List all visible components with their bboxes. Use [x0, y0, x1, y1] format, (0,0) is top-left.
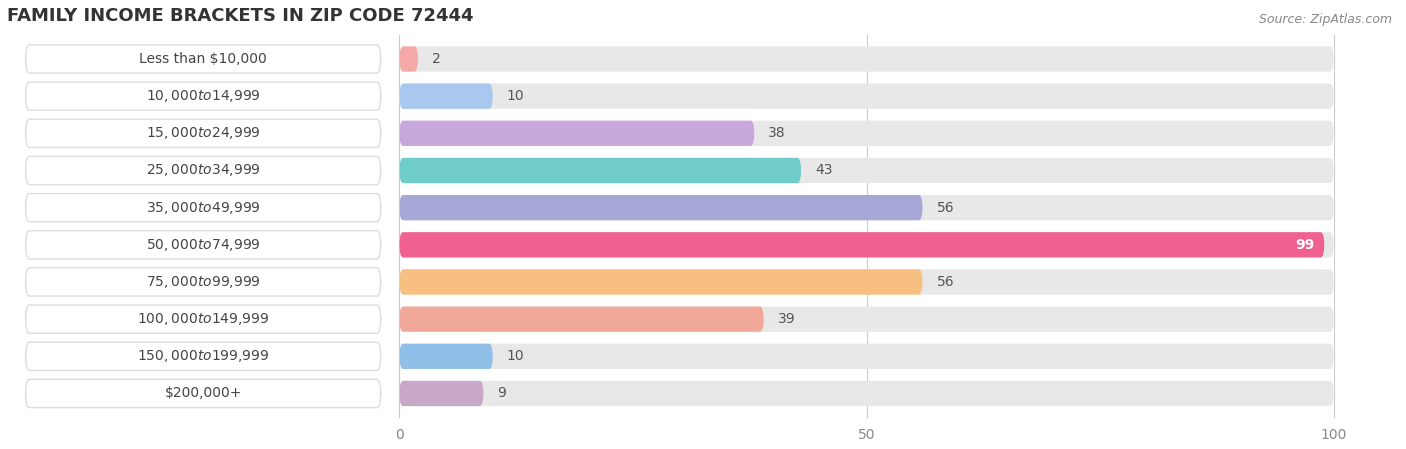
Text: FAMILY INCOME BRACKETS IN ZIP CODE 72444: FAMILY INCOME BRACKETS IN ZIP CODE 72444 [7, 7, 474, 25]
FancyBboxPatch shape [25, 156, 381, 185]
FancyBboxPatch shape [399, 195, 922, 220]
FancyBboxPatch shape [25, 231, 381, 259]
Text: $25,000 to $34,999: $25,000 to $34,999 [146, 163, 260, 179]
FancyBboxPatch shape [399, 195, 1334, 220]
Text: $15,000 to $24,999: $15,000 to $24,999 [146, 125, 260, 141]
FancyBboxPatch shape [25, 305, 381, 333]
Text: 56: 56 [936, 275, 955, 289]
Text: 10: 10 [506, 349, 524, 363]
FancyBboxPatch shape [399, 232, 1324, 257]
Text: $10,000 to $14,999: $10,000 to $14,999 [146, 88, 260, 104]
FancyBboxPatch shape [399, 343, 1334, 369]
FancyBboxPatch shape [25, 119, 381, 147]
Text: 43: 43 [815, 163, 832, 177]
FancyBboxPatch shape [399, 158, 1334, 183]
FancyBboxPatch shape [25, 342, 381, 370]
FancyBboxPatch shape [399, 121, 1334, 146]
FancyBboxPatch shape [25, 268, 381, 296]
FancyBboxPatch shape [399, 343, 492, 369]
Text: 39: 39 [778, 312, 796, 326]
Text: Less than $10,000: Less than $10,000 [139, 52, 267, 66]
Text: 10: 10 [506, 89, 524, 103]
FancyBboxPatch shape [399, 46, 418, 72]
Text: 9: 9 [498, 387, 506, 401]
FancyBboxPatch shape [399, 307, 763, 332]
Text: $200,000+: $200,000+ [165, 387, 242, 401]
FancyBboxPatch shape [399, 269, 1334, 295]
FancyBboxPatch shape [399, 381, 1334, 406]
FancyBboxPatch shape [399, 84, 492, 109]
Text: $35,000 to $49,999: $35,000 to $49,999 [146, 200, 260, 216]
Text: $50,000 to $74,999: $50,000 to $74,999 [146, 237, 260, 253]
FancyBboxPatch shape [25, 45, 381, 73]
Text: $100,000 to $149,999: $100,000 to $149,999 [136, 311, 270, 327]
FancyBboxPatch shape [399, 381, 484, 406]
Text: 38: 38 [769, 126, 786, 141]
FancyBboxPatch shape [399, 158, 801, 183]
Text: 99: 99 [1296, 238, 1315, 252]
Text: 56: 56 [936, 201, 955, 215]
FancyBboxPatch shape [399, 46, 1334, 72]
Text: Source: ZipAtlas.com: Source: ZipAtlas.com [1258, 13, 1392, 26]
FancyBboxPatch shape [25, 379, 381, 408]
FancyBboxPatch shape [25, 82, 381, 110]
FancyBboxPatch shape [399, 232, 1334, 257]
Text: $150,000 to $199,999: $150,000 to $199,999 [136, 348, 270, 364]
FancyBboxPatch shape [25, 194, 381, 222]
FancyBboxPatch shape [399, 307, 1334, 332]
FancyBboxPatch shape [399, 84, 1334, 109]
Text: $75,000 to $99,999: $75,000 to $99,999 [146, 274, 260, 290]
FancyBboxPatch shape [399, 269, 922, 295]
Text: 2: 2 [432, 52, 441, 66]
FancyBboxPatch shape [399, 121, 755, 146]
